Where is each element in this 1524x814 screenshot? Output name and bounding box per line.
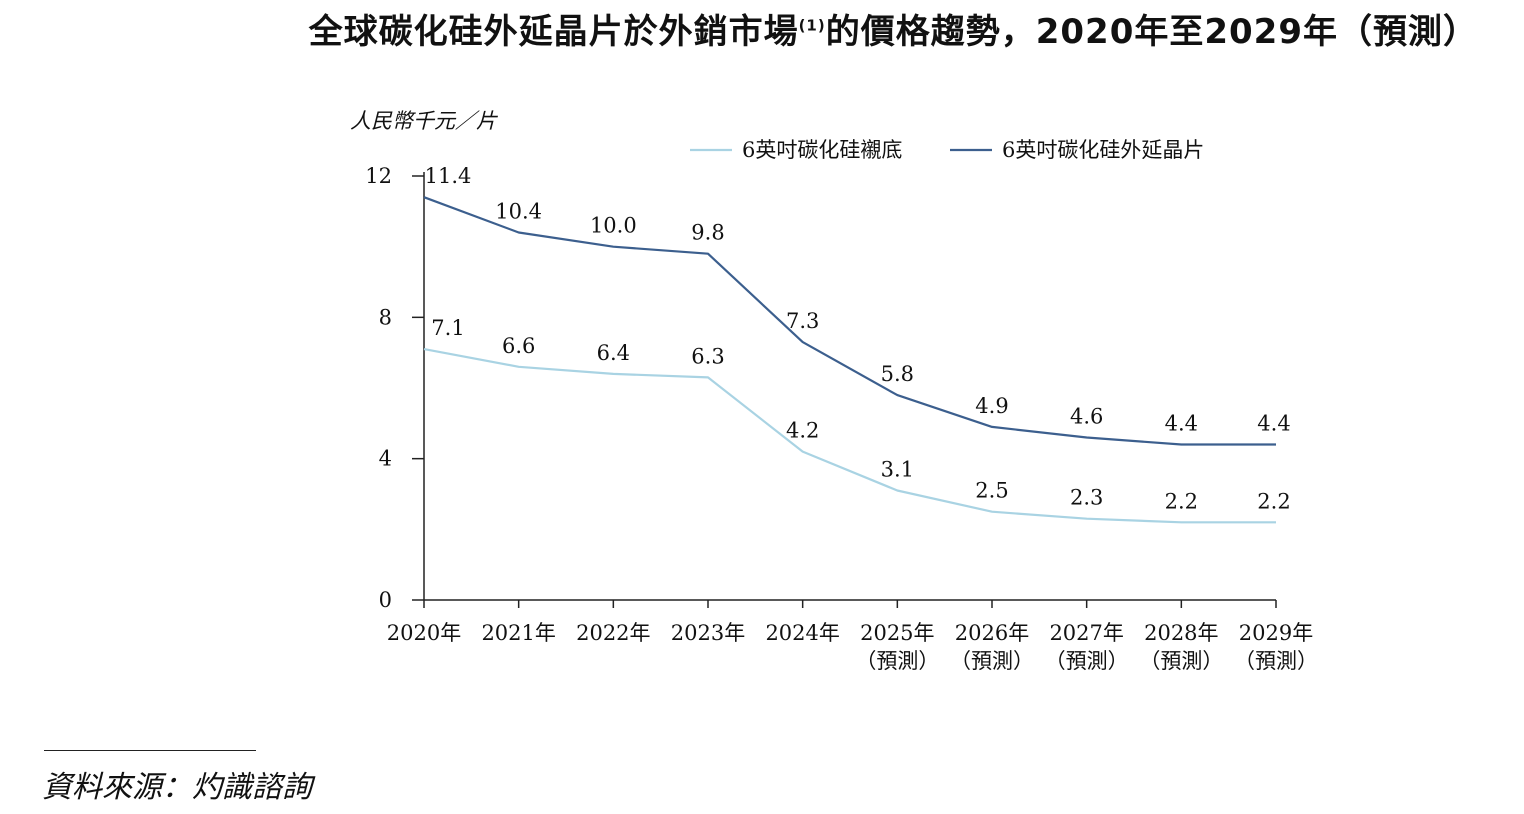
data-label-substrate: 2.3 [1070,486,1103,510]
data-label-substrate: 3.1 [881,457,914,481]
data-label-substrate: 2.5 [975,479,1008,503]
data-label-epitaxial: 5.8 [881,362,914,386]
data-label-epitaxial: 4.6 [1070,404,1103,428]
data-label-substrate: 6.3 [691,344,724,368]
x-tick-label: 2029年 [1239,621,1313,645]
data-label-epitaxial: 7.3 [786,309,819,333]
x-tick-sublabel: （預測） [855,649,939,673]
x-tick-label: 2021年 [481,621,555,645]
x-tick-label: 2024年 [765,621,839,645]
legend: 6英吋碳化硅襯底 6英吋碳化硅外延晶片 [690,138,1204,162]
axes: 0 4 8 12 人民幣千元／片 2020年 2021年 2022年 2023年 2024年 202… [350,109,1318,673]
data-label-substrate: 2.2 [1257,489,1290,513]
y-axis-label: 人民幣千元／片 [350,109,499,133]
y-tick-label: 8 [379,305,392,329]
data-label-substrate: 7.1 [431,316,464,340]
data-label-epitaxial: 4.4 [1165,412,1198,436]
data-label-substrate: 4.2 [786,419,819,443]
data-label-epitaxial: 10.4 [495,200,542,224]
legend-label-substrate: 6英吋碳化硅襯底 [742,138,902,162]
data-label-epitaxial: 11.4 [425,164,472,188]
source-note: 資料來源：灼識諮詢 [42,770,312,805]
series-line-substrate [423,348,1276,524]
x-tick-label: 2020年 [387,621,461,645]
x-tick-sublabel: （預測） [950,649,1034,673]
y-tick-label: 12 [365,164,392,188]
x-tick-sublabel: （預測） [1234,649,1318,673]
data-label-epitaxial: 9.8 [691,221,724,245]
data-label-substrate: 2.2 [1165,489,1198,513]
data-label-epitaxial: 4.9 [975,394,1008,418]
series-line-epitaxial [423,196,1276,446]
legend-label-epitaxial: 6英吋碳化硅外延晶片 [1002,138,1204,162]
line-chart: 0 4 8 12 人民幣千元／片 2020年 2021年 2022年 2023年 2024年 202… [350,109,1318,673]
x-tick-label: 2025年 [860,621,934,645]
y-tick-label: 0 [379,588,392,612]
data-label-epitaxial: 10.0 [590,214,637,238]
x-tick-sublabel: （預測） [1139,649,1223,673]
data-label-epitaxial: 4.4 [1257,412,1290,436]
x-tick-label: 2023年 [671,621,745,645]
x-tick-label: 2022年 [576,621,650,645]
chart-title: 全球碳化硅外延晶片於外銷市場(1)的價格趨勢，2020年至2029年（預測） [309,4,1478,53]
x-tick-label: 2026年 [955,621,1029,645]
x-tick-label: 2027年 [1049,621,1123,645]
data-label-substrate: 6.6 [502,334,535,358]
source-divider [44,750,256,751]
chart-title-footnote-marker: (1) [798,16,826,35]
chart-title-main: 全球碳化硅外延晶片於外銷市場 [308,12,799,52]
data-labels: 7.1 6.6 6.4 6.3 4.2 3.1 2.5 2.3 2.2 2.2 11.4 10.4 10… [425,164,1291,513]
x-tick-label: 2028年 [1144,621,1218,645]
y-tick-label: 4 [379,447,392,471]
chart-title-tail: 的價格趨勢，2020年至2029年（預測） [825,12,1478,52]
x-tick-sublabel: （預測） [1045,649,1129,673]
data-label-substrate: 6.4 [597,341,630,365]
title-wrap: 全球碳化硅外延晶片於外銷市場(1)的價格趨勢，2020年至2029年（預測） [0,4,1524,53]
series-lines [423,196,1276,524]
